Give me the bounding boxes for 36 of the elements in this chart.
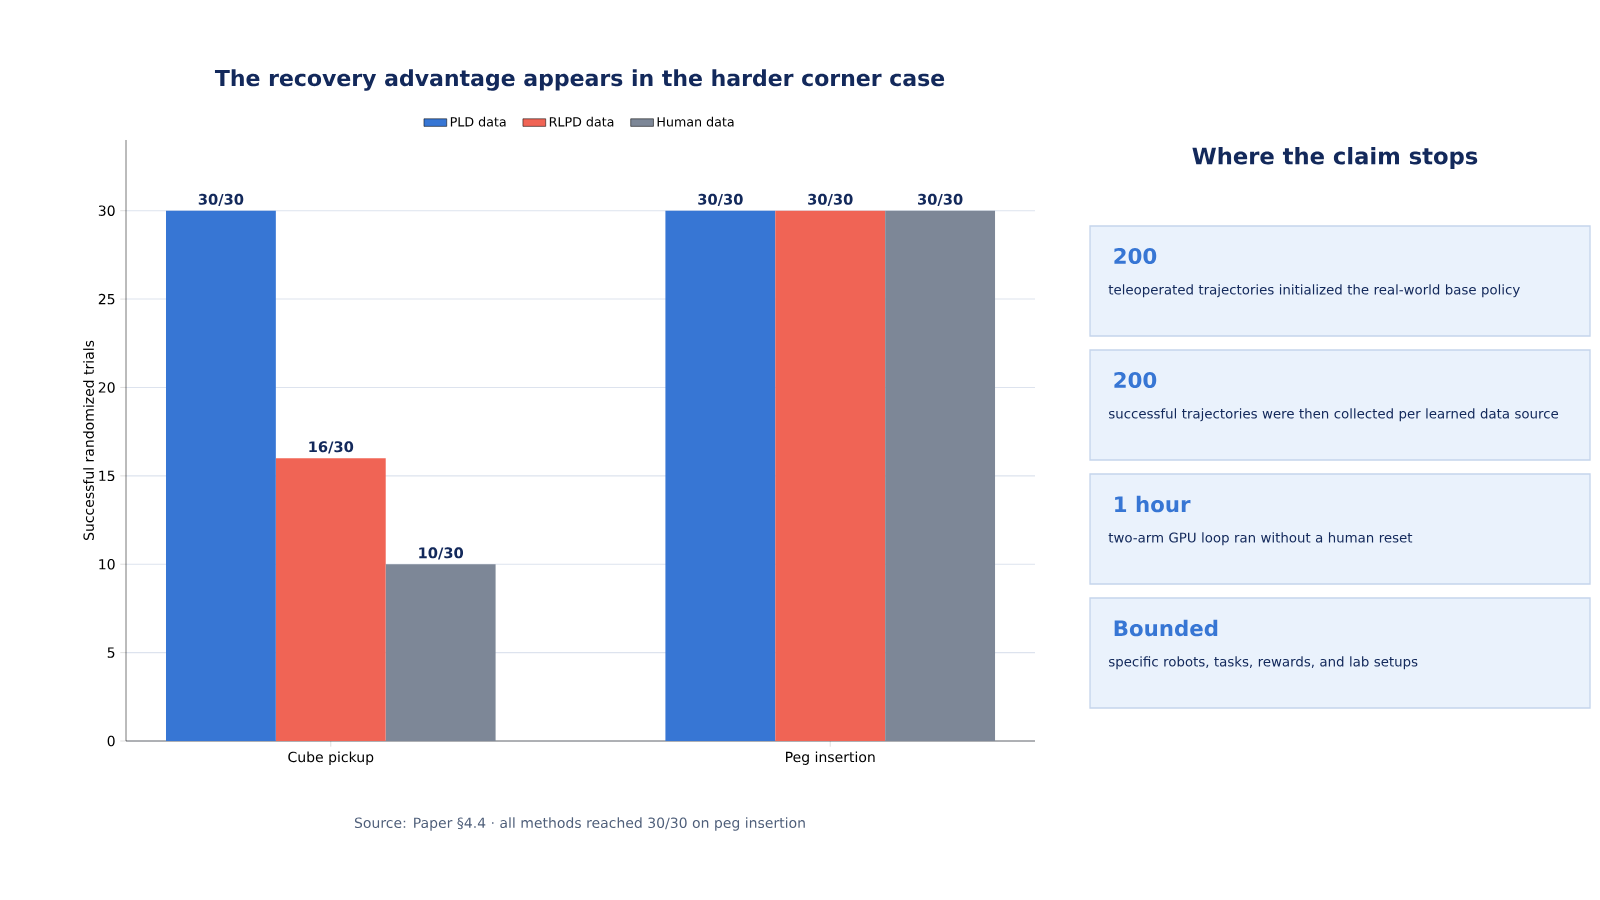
bar [275,458,386,741]
y-tick-label: 5 [107,647,115,658]
x-tick-label: Peg insertion [786,751,875,765]
data-label: 10/30 [419,547,464,560]
text: 200 [1114,371,1157,389]
bar [385,564,496,741]
x-tick-label: Cube pickup [288,751,374,765]
legend-label: PLD data [450,116,506,127]
y-tick-label: 20 [98,382,115,393]
text: 1 hour [1115,495,1191,513]
source-note: Source: Paper §4.4 · all methods reached 30/30 on peg insertion [354,817,805,831]
text: two-arm GPU loop ran without a human reset [1108,532,1413,546]
data-label: 16/30 [309,441,354,454]
data-label: 30/30 [918,193,963,206]
bar [165,210,276,741]
text: teleoperated trajectories initialized the real-world base policy [1108,284,1520,298]
text: specific robots, tasks, rewards, and lab setups [1109,656,1418,670]
text: successful trajectories were then collected per learned data source [1109,408,1559,422]
legend-label: Human data [657,116,734,127]
text: Where the claim stops [1192,147,1478,169]
text: Bounded [1114,619,1218,637]
chart-title: The recovery advantage appears in the harder corner case [214,69,945,91]
y-tick-label: 25 [98,293,115,305]
y-tick-label: 10 [99,558,115,570]
data-label: 30/30 [808,193,853,206]
text: 200 [1114,247,1157,265]
y-tick-label: 15 [99,470,115,482]
bar [885,210,996,741]
bar [665,210,776,741]
y-tick-label: 0 [107,735,115,747]
bar [775,210,886,741]
data-label: 30/30 [198,193,244,206]
y-axis-title: Successful randomized trials [83,340,94,541]
data-label: 30/30 [698,193,743,206]
y-tick-label: 30 [98,205,115,216]
legend-label: RLPD data [549,116,614,127]
